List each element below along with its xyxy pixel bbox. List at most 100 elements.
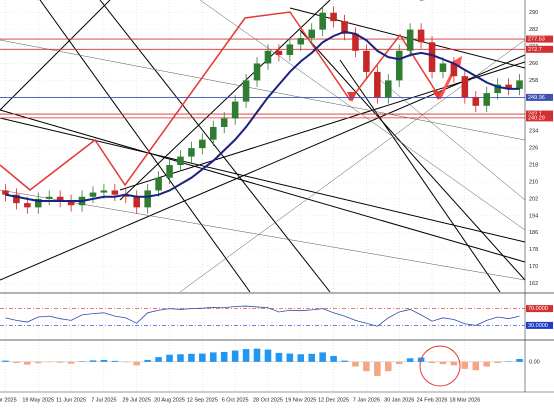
y-tick-label: 194 [529,213,538,219]
trendline [99,0,331,292]
x-tick-label: 29 Jul 2025 [122,397,150,403]
macd-bar [363,361,370,372]
macd-bar [35,361,42,364]
y-tick-label: 282 [529,27,538,33]
candle-body [352,33,359,51]
y-tick-label: 170 [529,264,538,270]
candle-body [275,50,283,56]
x-tick-label: 20 Aug 2025 [154,397,185,403]
x-tick-label: 18 Mar 2026 [449,397,480,403]
rsi-line [5,305,520,327]
y-tick-label: 162 [529,281,538,287]
candle-body [220,118,228,127]
trendline [119,0,331,201]
moving-average [5,30,520,203]
candle-body [144,190,151,208]
macd-bar [472,361,480,371]
rsi-level-label: 30.0000 [528,323,548,329]
arrow [452,56,462,68]
macd-bar [406,358,414,362]
candle-body [177,156,184,166]
macd-bar [199,353,206,362]
candle-body [286,44,294,56]
candle-body [308,29,315,39]
level-label: 240.29 [528,115,545,121]
candle-body [395,50,403,81]
y-tick-label: 202 [529,196,538,202]
macd-bar [253,348,261,362]
candle-body [67,201,75,206]
y-tick-label: 186 [529,230,538,236]
candle-body [494,84,501,94]
candle-body [363,50,370,72]
x-tick-label: Apr 2025 [0,397,17,403]
trendline [199,0,525,231]
candle-body [188,148,195,157]
macd-bar [24,361,31,365]
trendline [119,61,525,191]
macd-bar [177,354,184,362]
trendline [39,0,251,292]
level-label: 272.7 [528,47,542,53]
candle-body [450,63,458,77]
highlight-circle [419,345,461,387]
candle-body [13,194,20,204]
macd-bar [319,352,326,362]
candle-body [199,139,206,149]
candle-body [417,29,425,43]
y-tick-label: 210 [529,179,538,185]
x-tick-label: 24 Feb 2026 [417,397,448,403]
macd-bar [220,351,228,362]
rsi-level-box [526,305,553,313]
y-tick-label: 258 [529,78,538,84]
macd-bar [341,360,348,362]
candle-body [385,80,392,98]
candle-body [231,101,239,119]
macd-bar [516,358,523,362]
macd-bar [264,349,272,362]
macd-bar [155,357,162,362]
rsi-level-box [526,321,553,329]
macd-bar [483,361,490,367]
candle-body [461,76,469,98]
candle-body [406,29,414,51]
macd-bar [56,361,64,363]
candle-body [100,190,108,193]
candle-body [297,38,305,45]
candle-body [122,194,130,197]
macd-bar [450,361,458,366]
x-tick-label: 7 Jul 2025 [91,397,116,403]
macd-bar [242,349,250,362]
macd-bar [286,353,294,362]
level-label-box [526,35,553,43]
macd-bar [297,354,305,362]
trendline [0,109,525,263]
y-tick-label: 290 [529,10,538,16]
candle-body [505,84,512,89]
x-tick-label: 30 Jan 2026 [384,397,414,403]
macd-bar [330,355,337,362]
x-tick-label: 6 Oct 2025 [222,397,249,403]
macd-bar [166,354,173,362]
candle-body [210,126,217,140]
macd-bar [461,361,469,369]
level-label-box [526,45,553,53]
y-tick-label: 218 [529,162,538,168]
macd-bar [494,361,501,363]
candle-body [428,42,436,72]
trendline [379,79,525,201]
level-label-box [526,93,553,101]
trendline [299,29,525,281]
macd-bar [231,350,239,362]
candle-body [133,196,140,208]
macd-bar [2,360,9,362]
marks-layer [0,6,525,376]
x-tick-label: 11 Jun 2025 [56,397,86,403]
rsi-level-label: 70.0000 [528,306,548,312]
level-label-box [526,114,553,122]
arrow [347,92,357,102]
macd-bar [111,360,119,362]
macd-tick-label: 0.00 [529,359,540,365]
macd-bar [144,359,151,362]
